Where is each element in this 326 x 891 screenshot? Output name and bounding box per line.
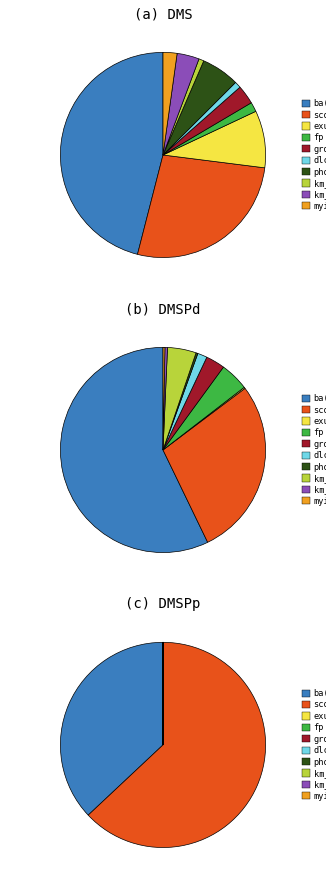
Wedge shape [163, 347, 168, 450]
Wedge shape [60, 53, 163, 254]
Wedge shape [60, 642, 163, 815]
Wedge shape [163, 87, 251, 155]
Wedge shape [163, 61, 236, 155]
Wedge shape [163, 111, 266, 168]
Wedge shape [163, 353, 198, 450]
Wedge shape [163, 388, 245, 450]
Wedge shape [60, 347, 208, 552]
Wedge shape [163, 59, 204, 155]
Wedge shape [163, 53, 199, 155]
Wedge shape [163, 83, 240, 155]
Wedge shape [138, 155, 265, 257]
Wedge shape [163, 354, 207, 450]
Title: (a) DMS: (a) DMS [134, 7, 192, 21]
Legend: ba(T), scq, exudr, fp, grdms, dlc, photor, km_dmd, km_dms, myield: ba(T), scq, exudr, fp, grdms, dlc, photo… [301, 392, 326, 508]
Wedge shape [163, 347, 196, 450]
Wedge shape [163, 102, 256, 155]
Legend: ba(T), scq, exudr, fp, grdms, dlc, photor, km_dmd, km_dms, myield: ba(T), scq, exudr, fp, grdms, dlc, photo… [301, 687, 326, 803]
Wedge shape [88, 642, 266, 847]
Wedge shape [163, 388, 266, 543]
Wedge shape [163, 347, 165, 450]
Title: (c) DMSPp: (c) DMSPp [125, 597, 201, 611]
Title: (b) DMSPd: (b) DMSPd [125, 302, 201, 316]
Wedge shape [163, 53, 177, 155]
Wedge shape [163, 367, 244, 450]
Wedge shape [163, 357, 223, 450]
Legend: ba(T), scq, exudr, fp, grdms, dlc, photor, km_dmd, km_dms, myield: ba(T), scq, exudr, fp, grdms, dlc, photo… [301, 97, 326, 213]
